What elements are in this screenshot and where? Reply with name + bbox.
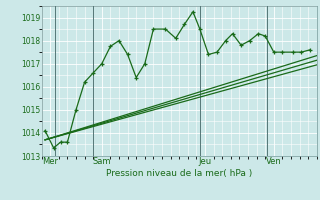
X-axis label: Pression niveau de la mer( hPa ): Pression niveau de la mer( hPa ) [106, 169, 252, 178]
